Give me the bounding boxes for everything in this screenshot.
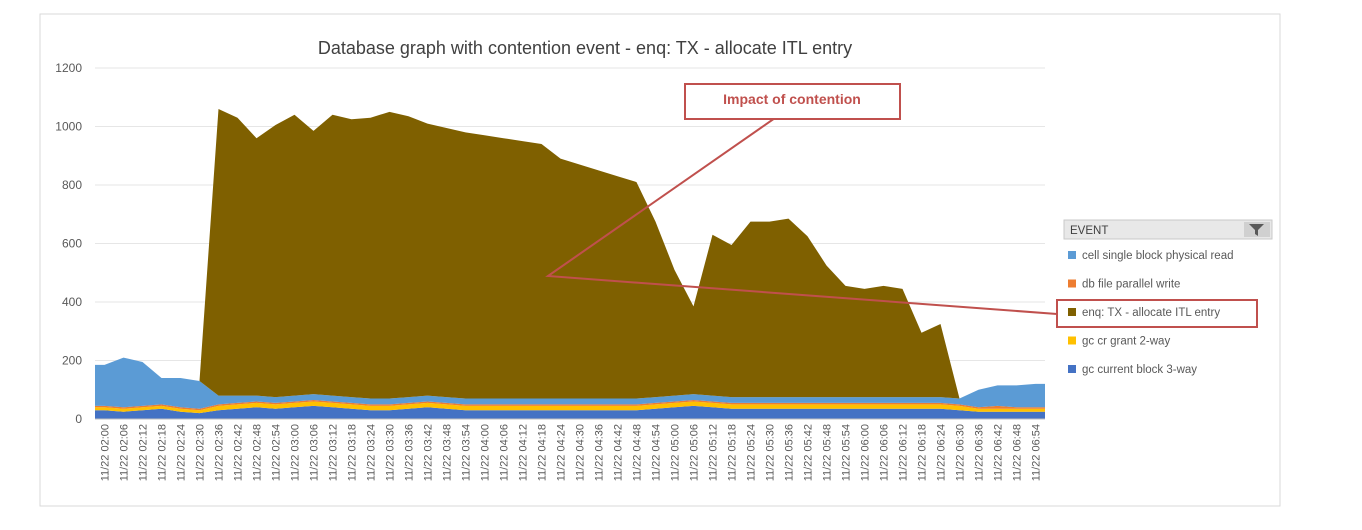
- x-tick-label: 11/22 04:18: [537, 424, 549, 481]
- x-tick-label: 11/22 05:42: [803, 424, 815, 481]
- y-tick-label: 1000: [55, 120, 82, 134]
- x-tick-label: 11/22 04:24: [556, 424, 568, 481]
- legend: EVENT cell single block physical read db …: [1056, 219, 1273, 376]
- y-tick-label: 1200: [55, 61, 82, 75]
- y-tick-label: 0: [75, 412, 82, 426]
- y-tick-label: 200: [62, 354, 82, 368]
- x-tick-label: 11/22 03:42: [423, 424, 435, 481]
- area-series-2: [95, 108, 1045, 399]
- x-tick-label: 11/22 04:36: [594, 424, 606, 481]
- legend-item-label[interactable]: gc cr grant 2-way: [1082, 336, 1170, 348]
- x-tick-label: 11/22 02:48: [252, 424, 264, 481]
- x-tick-label: 11/22 03:18: [347, 424, 359, 481]
- x-tick-label: 11/22 06:06: [879, 424, 891, 481]
- legend-highlight-box: [1056, 299, 1258, 328]
- legend-swatch: [1068, 279, 1076, 288]
- legend-swatch: [1068, 365, 1076, 373]
- x-tick-label: 11/22 06:42: [993, 424, 1005, 481]
- y-tick-label: 800: [62, 178, 82, 192]
- chart-title: Database graph with contention event - e…: [318, 38, 852, 58]
- contention-callout: Impact of contention: [545, 83, 1058, 315]
- legend-header[interactable]: [1063, 219, 1273, 240]
- area-series-1: [95, 399, 1045, 411]
- legend-item-label[interactable]: cell single block physical read: [1082, 250, 1234, 262]
- x-tick-label: 11/22 04:12: [518, 424, 530, 481]
- x-tick-label: 11/22 02:54: [271, 424, 283, 481]
- x-tick-label: 11/22 02:12: [138, 424, 150, 481]
- x-tick-label: 11/22 06:12: [898, 424, 910, 481]
- x-tick-label: 11/22 03:06: [309, 424, 321, 481]
- legend-swatch: [1068, 308, 1076, 316]
- x-tick-label: 11/22 05:12: [708, 424, 720, 481]
- y-tick-label: 400: [62, 295, 82, 309]
- x-tick-label: 11/22 04:30: [575, 424, 587, 481]
- legend-header-label: EVENT: [1070, 225, 1108, 237]
- area-series-4: [95, 405, 1045, 419]
- x-tick-label: 11/22 03:24: [366, 424, 378, 481]
- y-tick-label: 600: [62, 237, 82, 251]
- x-tick-label: 11/22 02:18: [157, 424, 169, 481]
- area-series-0: [95, 357, 1045, 409]
- callout-box: [684, 83, 901, 120]
- x-tick-label: 11/22 05:36: [784, 424, 796, 481]
- x-tick-label: 11/22 05:30: [765, 424, 777, 481]
- x-tick-label: 11/22 05:24: [746, 424, 758, 481]
- x-axis: 11/22 02:00 11/22 02:06 11/22 02:12 11/22 0…: [100, 424, 1043, 481]
- x-tick-label: 11/22 06:30: [955, 424, 967, 481]
- y-axis: 0 200 400 600 800 1000 1200: [55, 61, 82, 426]
- x-tick-label: 11/22 06:54: [1031, 424, 1043, 481]
- x-tick-label: 11/22 03:12: [328, 424, 340, 481]
- x-tick-label: 11/22 06:00: [860, 424, 872, 481]
- x-tick-label: 11/22 05:18: [727, 424, 739, 481]
- plot-area: [95, 108, 1045, 419]
- x-tick-label: 11/22 06:18: [917, 424, 929, 481]
- x-tick-label: 11/22 03:54: [461, 424, 473, 481]
- x-tick-label: 11/22 02:00: [100, 424, 112, 481]
- callout-text: Impact of contention: [723, 91, 861, 107]
- x-tick-label: 11/22 03:48: [442, 424, 454, 481]
- callout-pointer-lines: [545, 117, 1058, 315]
- x-tick-label: 11/22 03:36: [404, 424, 416, 481]
- x-tick-label: 11/22 02:24: [176, 424, 188, 481]
- legend-item-label[interactable]: enq: TX - allocate ITL entry: [1082, 307, 1220, 319]
- x-tick-label: 11/22 03:00: [290, 424, 302, 481]
- x-tick-label: 11/22 05:48: [822, 424, 834, 481]
- legend-swatch: [1068, 336, 1076, 345]
- x-tick-label: 11/22 04:06: [499, 424, 511, 481]
- x-tick-label: 11/22 06:48: [1012, 424, 1024, 481]
- x-tick-label: 11/22 06:36: [974, 424, 986, 481]
- x-tick-label: 11/22 05:00: [670, 424, 682, 481]
- x-tick-label: 11/22 04:42: [613, 424, 625, 481]
- x-tick-label: 11/22 03:30: [385, 424, 397, 481]
- legend-item-label[interactable]: gc current block 3-way: [1082, 364, 1197, 376]
- legend-item-label[interactable]: db file parallel write: [1082, 279, 1180, 291]
- filter-icon[interactable]: [1244, 222, 1270, 237]
- x-tick-label: 11/22 04:48: [632, 424, 644, 481]
- x-tick-label: 11/22 06:24: [936, 424, 948, 481]
- x-tick-label: 11/22 05:54: [841, 424, 853, 481]
- x-tick-label: 11/22 02:42: [233, 424, 245, 481]
- x-tick-label: 11/22 02:36: [214, 424, 226, 481]
- x-tick-label: 11/22 04:00: [480, 424, 492, 481]
- x-tick-label: 11/22 04:54: [651, 424, 663, 481]
- x-tick-label: 11/22 05:06: [689, 424, 701, 481]
- x-tick-label: 11/22 02:06: [119, 424, 131, 481]
- x-tick-label: 11/22 02:30: [195, 424, 207, 481]
- legend-swatch: [1068, 251, 1076, 259]
